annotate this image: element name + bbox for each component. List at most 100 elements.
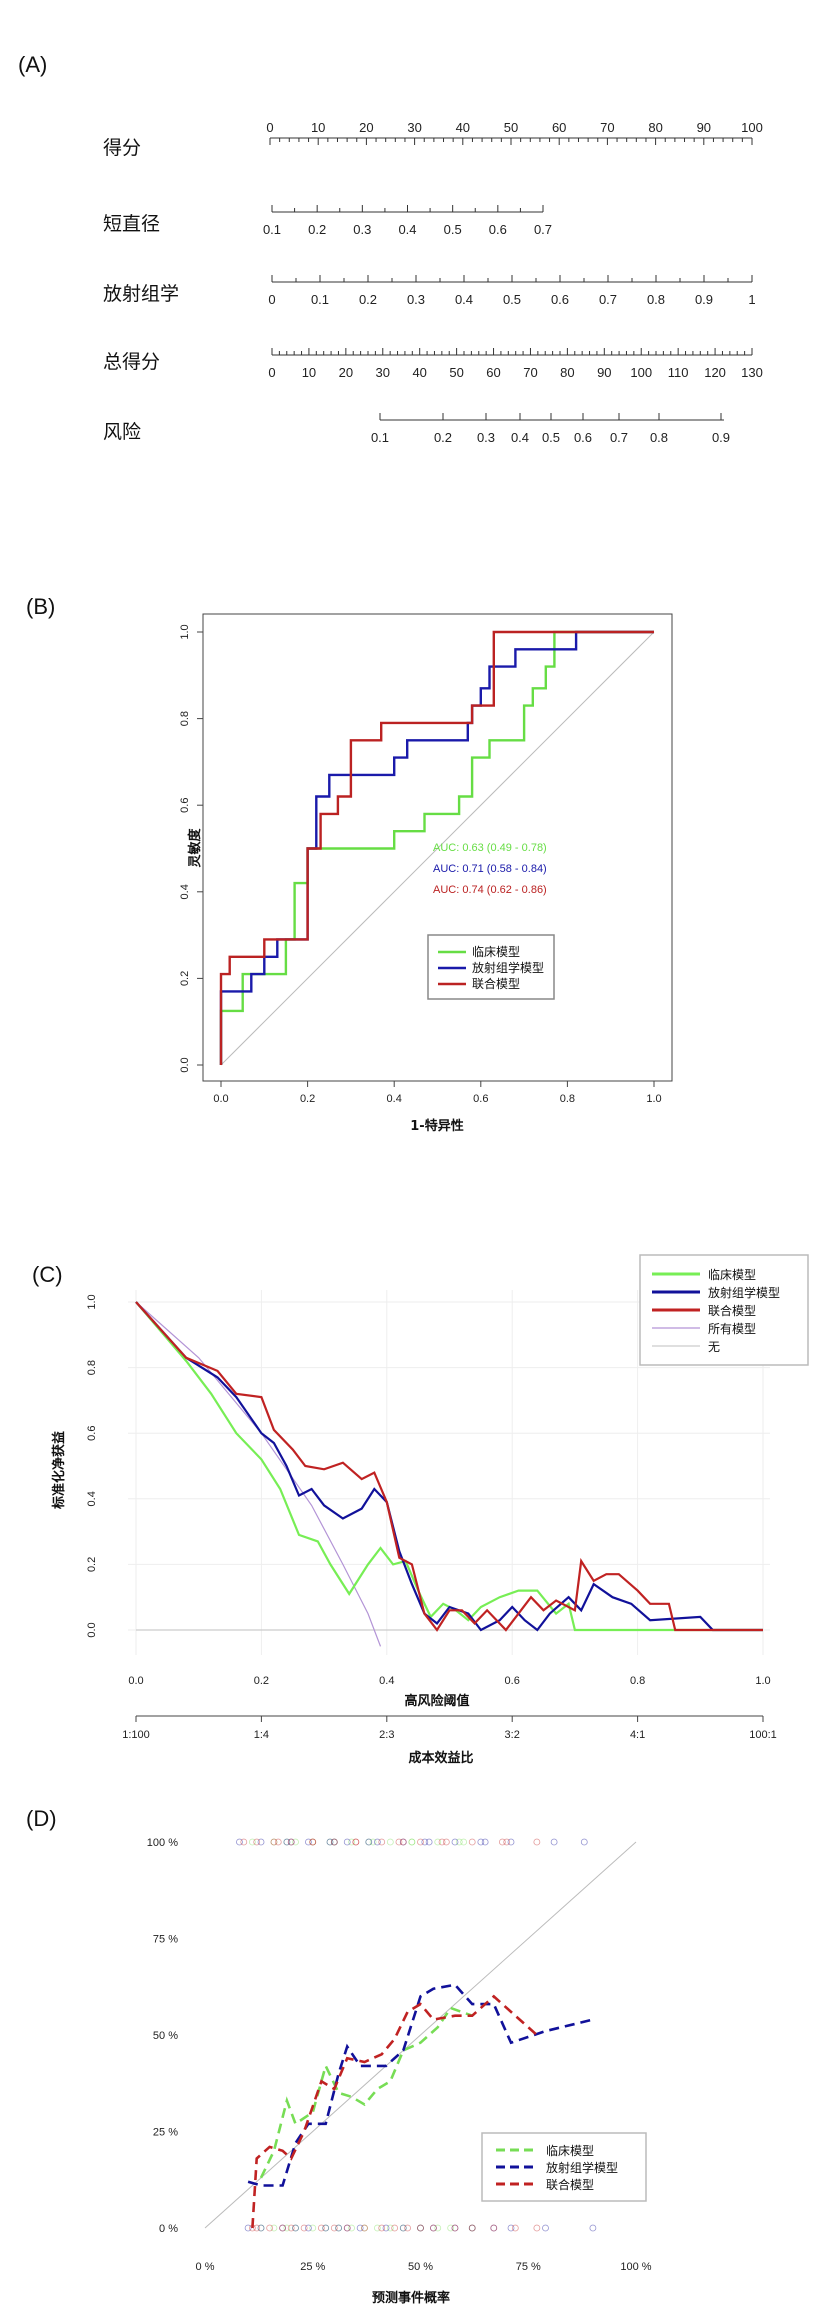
nomogram-tick-label: 10: [302, 365, 316, 380]
cal-rug-mark: [447, 2224, 455, 2232]
nomogram-tick-label: 80: [560, 365, 574, 380]
cal-rug-mark: [417, 2224, 424, 2232]
dca-y-tick-label: 1.0: [86, 1294, 98, 1309]
cal-rug-mark: [451, 2224, 459, 2232]
dca-secondary-tick-label: 1:100: [122, 1729, 150, 1741]
cal-rug-mark: [391, 2224, 399, 2232]
nomogram-tick-label: 0: [266, 120, 273, 135]
panel-label-c: (C): [32, 1262, 63, 1287]
roc-x-tick-label: 0.8: [560, 1093, 575, 1105]
cal-rug-mark: [434, 1838, 442, 1846]
cal-rug-mark: [511, 2224, 519, 2232]
dca-y-tick-label: 0.0: [86, 1622, 98, 1637]
nomogram-tick-label: 40: [412, 365, 426, 380]
cal-x-tick-label: 75 %: [516, 2261, 541, 2273]
cal-rug-mark: [330, 1838, 338, 1846]
nomogram-tick-label: 1: [748, 292, 755, 307]
roc-auc-annotation-3: AUC: 0.74 (0.62 - 0.86): [433, 884, 547, 896]
dca-x-axis-title: 高风险阈值: [404, 1693, 469, 1709]
roc-x-tick-label: 1.0: [646, 1093, 661, 1105]
roc-plot-frame: [202, 613, 673, 1082]
nomogram-tick-label: 0.3: [353, 222, 371, 237]
cal-rug-mark: [283, 2224, 291, 2232]
nomogram-tick-label: 50: [449, 365, 463, 380]
cal-rug-mark: [348, 1838, 355, 1846]
cal-y-tick-label: 0 %: [159, 2223, 178, 2235]
dca-secondary-tick-label: 2:3: [379, 1729, 394, 1741]
dca-x-tick-label: 0.6: [505, 1675, 520, 1687]
cal-rug-mark: [257, 1838, 265, 1846]
cal-rug-mark: [430, 2224, 437, 2232]
cal-rug-mark: [408, 1838, 416, 1846]
cal-rug-mark: [477, 1838, 485, 1846]
nomogram-tick-label: 0.9: [712, 430, 730, 445]
nomogram-tick-label: 0.2: [308, 222, 326, 237]
nomogram-tick-label: 20: [339, 365, 353, 380]
dca-secondary-axis-title: 成本效益比: [408, 1750, 473, 1766]
cal-rug-mark: [481, 1838, 489, 1846]
cal-rug-mark: [283, 1838, 291, 1846]
cal-rug-mark: [438, 1838, 446, 1846]
roc-series-line-3: [219, 630, 654, 1065]
cal-rug-mark: [270, 1838, 278, 1846]
cal-rug-mark: [533, 1838, 541, 1846]
cal-rug-mark: [507, 2224, 515, 2232]
nomogram-tick-label: 0.2: [434, 430, 452, 445]
cal-rug-mark: [292, 2224, 299, 2232]
nomogram-row-label-5: 风险: [103, 421, 141, 443]
cal-rug-mark: [348, 2224, 355, 2232]
dca-secondary-tick-label: 1:4: [254, 1729, 269, 1741]
cal-rug-mark: [322, 2224, 330, 2232]
cal-rug-mark: [425, 1838, 433, 1846]
cal-rug-mark: [490, 2224, 498, 2232]
dca-y-tick-label: 0.6: [86, 1426, 98, 1441]
nomogram-tick-label: 40: [456, 120, 470, 135]
nomogram-tick-label: 110: [668, 365, 689, 380]
dca-x-tick-label: 1.0: [755, 1675, 770, 1687]
nomogram-tick-label: 0.8: [647, 292, 665, 307]
cal-rug-mark: [335, 2224, 343, 2232]
nomogram-tick-label: 30: [407, 120, 421, 135]
dca-y-tick-label: 0.8: [86, 1360, 98, 1375]
roc-x-tick-label: 0.2: [300, 1093, 315, 1105]
cal-y-tick-label: 25 %: [153, 2127, 178, 2139]
nomogram-tick-label: 130: [741, 365, 763, 380]
nomogram-row-label-3: 放射组学: [103, 283, 179, 305]
nomogram-tick-label: 0.3: [407, 292, 425, 307]
nomogram-tick-label: 0.3: [477, 430, 495, 445]
nomogram-row-label-1: 得分: [103, 137, 141, 159]
cal-rug-mark: [244, 2224, 252, 2232]
dca-x-tick-label: 0.2: [254, 1675, 269, 1687]
cal-rug-mark: [236, 1838, 243, 1846]
cal-rug-mark: [292, 2224, 299, 2232]
nomogram-tick-label: 0.4: [511, 430, 529, 445]
cal-rug-mark: [330, 1838, 338, 1846]
cal-rug-mark: [249, 1838, 256, 1846]
cal-y-tick-label: 50 %: [153, 2030, 178, 2042]
cal-rug-mark: [395, 1838, 403, 1846]
cal-rug-mark: [434, 2224, 442, 2232]
nomogram-tick-label: 0.5: [503, 292, 521, 307]
nomogram-tick-label: 90: [597, 365, 611, 380]
cal-rug-mark: [365, 1838, 373, 1846]
roc-x-tick-label: 0.4: [387, 1093, 402, 1105]
cal-rug-mark: [352, 1838, 360, 1846]
dca-legend-label-5: 无: [708, 1340, 720, 1354]
roc-y-axis-title: 灵敏度: [187, 828, 203, 868]
nomogram-tick-label: 0.4: [455, 292, 473, 307]
cal-rug-mark: [287, 2224, 295, 2232]
dca-x-tick-label: 0.4: [379, 1675, 394, 1687]
nomogram-tick-label: 0.6: [551, 292, 569, 307]
nomogram-tick-label: 0.5: [444, 222, 462, 237]
cal-x-tick-label: 50 %: [408, 2261, 433, 2273]
cal-rug-mark: [274, 1838, 282, 1846]
cal-rug-mark: [330, 2224, 338, 2232]
cal-rug-mark: [399, 2224, 407, 2232]
nomogram-tick-label: 100: [630, 365, 652, 380]
cal-rug-mark: [352, 1838, 360, 1846]
nomogram-tick-label: 0: [268, 365, 275, 380]
nomogram-tick-label: 10: [311, 120, 325, 135]
cal-rug-mark: [287, 1838, 295, 1846]
roc-y-tick-label: 0.8: [179, 711, 191, 726]
cal-rug-mark: [503, 1838, 511, 1846]
